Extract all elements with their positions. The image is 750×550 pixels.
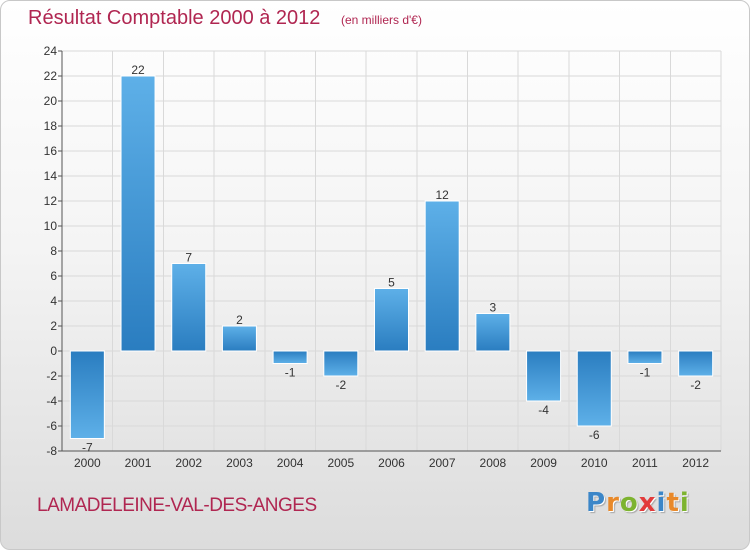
y-tick-label: 20 — [44, 94, 58, 108]
y-tick-label: 10 — [44, 219, 58, 233]
bar-2004[interactable] — [272, 350, 308, 364]
data-label-2009: -4 — [538, 403, 549, 417]
chart-subtitle: (en milliers d'€) — [341, 13, 422, 27]
bar-2002[interactable] — [171, 263, 207, 352]
data-label-2011: -1 — [640, 366, 651, 380]
y-tick-label: 16 — [44, 144, 58, 158]
bar-2010[interactable] — [576, 350, 612, 427]
bar-2011[interactable] — [627, 350, 663, 364]
data-label-2010: -6 — [589, 428, 600, 442]
bar-2007[interactable] — [424, 200, 460, 352]
proxiti-logo[interactable]: Proxiti — [586, 488, 690, 518]
data-label-2003: 2 — [236, 313, 243, 327]
y-tick-label: 22 — [44, 69, 58, 83]
x-tick-label: 2005 — [327, 456, 354, 470]
x-tick-label: 2002 — [175, 456, 202, 470]
y-tick-label: 14 — [44, 169, 58, 183]
x-tick-label: 2001 — [125, 456, 152, 470]
brand-letter: t — [666, 488, 680, 518]
bar-2005[interactable] — [323, 350, 359, 377]
bar-2012[interactable] — [678, 350, 714, 377]
data-label-2004: -1 — [285, 366, 296, 380]
data-labels: -7 22 7 2 -1 -2 5 12 3 -4 -6 -1 -2 — [82, 63, 701, 455]
data-label-2005: -2 — [335, 378, 346, 392]
x-tick-label: 2006 — [378, 456, 405, 470]
x-tick-label: 2009 — [530, 456, 557, 470]
grid-lines — [61, 50, 722, 452]
y-tick-label: -2 — [46, 369, 57, 383]
x-tick-label: 2011 — [632, 456, 658, 470]
x-tick-label: 2000 — [74, 456, 101, 470]
y-tick-label: 2 — [50, 319, 57, 333]
chart-title: Résultat Comptable 2000 à 2012 — [28, 7, 321, 29]
data-label-2001: 22 — [131, 63, 145, 77]
bar-2009[interactable] — [526, 350, 562, 402]
y-tick-label: 12 — [44, 194, 58, 208]
x-tick-label: 2004 — [277, 456, 304, 470]
commune-name: LAMADELEINE-VAL-DES-ANGES — [37, 495, 317, 516]
brand-letter: x — [638, 488, 657, 518]
data-label-2002: 7 — [185, 251, 192, 265]
x-tick-label: 2008 — [480, 456, 507, 470]
y-tick-label: 6 — [50, 269, 57, 283]
data-label-2000: -7 — [82, 441, 93, 455]
y-tick-label: -8 — [46, 444, 57, 458]
bar-2008[interactable] — [475, 313, 511, 352]
y-tick-label: 8 — [50, 244, 57, 258]
y-tick-label: 4 — [50, 294, 57, 308]
y-tick-label: 18 — [44, 119, 58, 133]
x-tick-label: 2010 — [581, 456, 608, 470]
y-tick-label: 0 — [50, 344, 57, 358]
brand-letter: P — [586, 488, 607, 518]
y-tick-label: -6 — [46, 419, 57, 433]
x-tick-label: 2012 — [682, 456, 709, 470]
data-label-2012: -2 — [690, 378, 701, 392]
brand-letter: i — [656, 488, 667, 518]
brand-letter: o — [619, 488, 639, 518]
y-tick-label: -4 — [46, 394, 57, 408]
brand-letter: i — [679, 488, 690, 518]
data-label-2006: 5 — [388, 276, 395, 290]
x-tick-label: 2003 — [226, 456, 253, 470]
bar-2006[interactable] — [374, 288, 409, 352]
brand-letter: r — [606, 488, 620, 518]
bars — [69, 75, 714, 439]
bar-2001[interactable] — [120, 75, 156, 352]
data-label-2007: 12 — [436, 188, 450, 202]
bar-2003[interactable] — [221, 325, 257, 352]
data-label-2008: 3 — [490, 301, 497, 315]
y-tick-label: 24 — [44, 44, 58, 58]
bar-2000[interactable] — [69, 350, 105, 439]
x-tick-label: 2007 — [429, 456, 456, 470]
